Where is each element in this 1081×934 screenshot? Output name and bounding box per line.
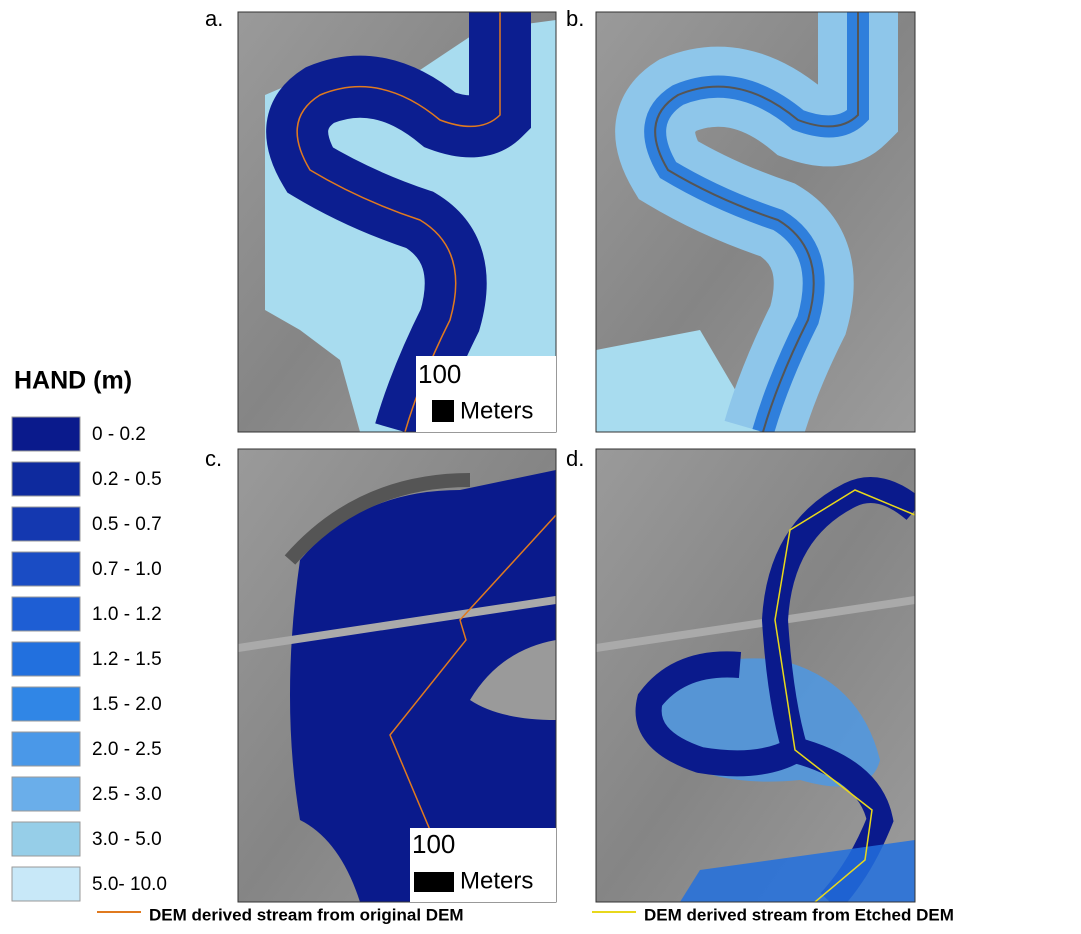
- legend-swatch: [12, 597, 80, 631]
- scale-unit: Meters: [460, 397, 533, 424]
- legend-swatch: [12, 777, 80, 811]
- panel-label: a.: [205, 6, 223, 31]
- legend-title: HAND (m): [14, 367, 132, 395]
- legend-label: 2.5 - 3.0: [92, 784, 162, 805]
- legend-label: 0.2 - 0.5: [92, 469, 162, 490]
- legend-label: 0 - 0.2: [92, 424, 146, 445]
- legend-swatch: [12, 822, 80, 856]
- legend-swatch: [12, 867, 80, 901]
- stream-label: DEM derived stream from original DEM: [149, 905, 464, 924]
- scale-value: 100: [418, 359, 461, 389]
- legend-label: 0.7 - 1.0: [92, 559, 162, 580]
- legend-label: 1.0 - 1.2: [92, 604, 162, 625]
- legend-swatch: [12, 462, 80, 496]
- legend-swatch: [12, 687, 80, 721]
- scale-value: 100: [412, 829, 455, 859]
- panel-label: b.: [566, 6, 584, 31]
- legend-label: 1.5 - 2.0: [92, 694, 162, 715]
- map-b: [596, 12, 915, 432]
- stream-legend: DEM derived stream from original DEM DEM …: [97, 905, 954, 924]
- legend: 0 - 0.2 0.2 - 0.5 0.5 - 0.7 0.7 - 1.0 1.0 - …: [12, 417, 167, 901]
- legend-swatch: [12, 642, 80, 676]
- scale-unit: Meters: [460, 867, 533, 894]
- legend-swatch: [12, 552, 80, 586]
- scale-bar: 100 Meters: [416, 356, 556, 432]
- legend-swatch: [12, 732, 80, 766]
- legend-label: 5.0- 10.0: [92, 874, 167, 895]
- scale-mark: [414, 872, 454, 892]
- panel-label: d.: [566, 446, 584, 471]
- panel-label: c.: [205, 446, 222, 471]
- legend-swatch: [12, 417, 80, 451]
- figure: a. b. c. d. 100 Meters 100 Meters HAND (…: [0, 0, 1081, 934]
- legend-label: 2.0 - 2.5: [92, 739, 162, 760]
- legend-label: 1.2 - 1.5: [92, 649, 162, 670]
- stream-label: DEM derived stream from Etched DEM: [644, 905, 954, 924]
- map-d: [596, 449, 915, 902]
- legend-label: 3.0 - 5.0: [92, 829, 162, 850]
- legend-label: 0.5 - 0.7: [92, 514, 162, 535]
- page: {"panels": [{"label": "a."}, {"label": "…: [0, 0, 1081, 934]
- scale-bar: 100 Meters: [410, 828, 556, 902]
- legend-swatch: [12, 507, 80, 541]
- scale-mark: [432, 400, 454, 422]
